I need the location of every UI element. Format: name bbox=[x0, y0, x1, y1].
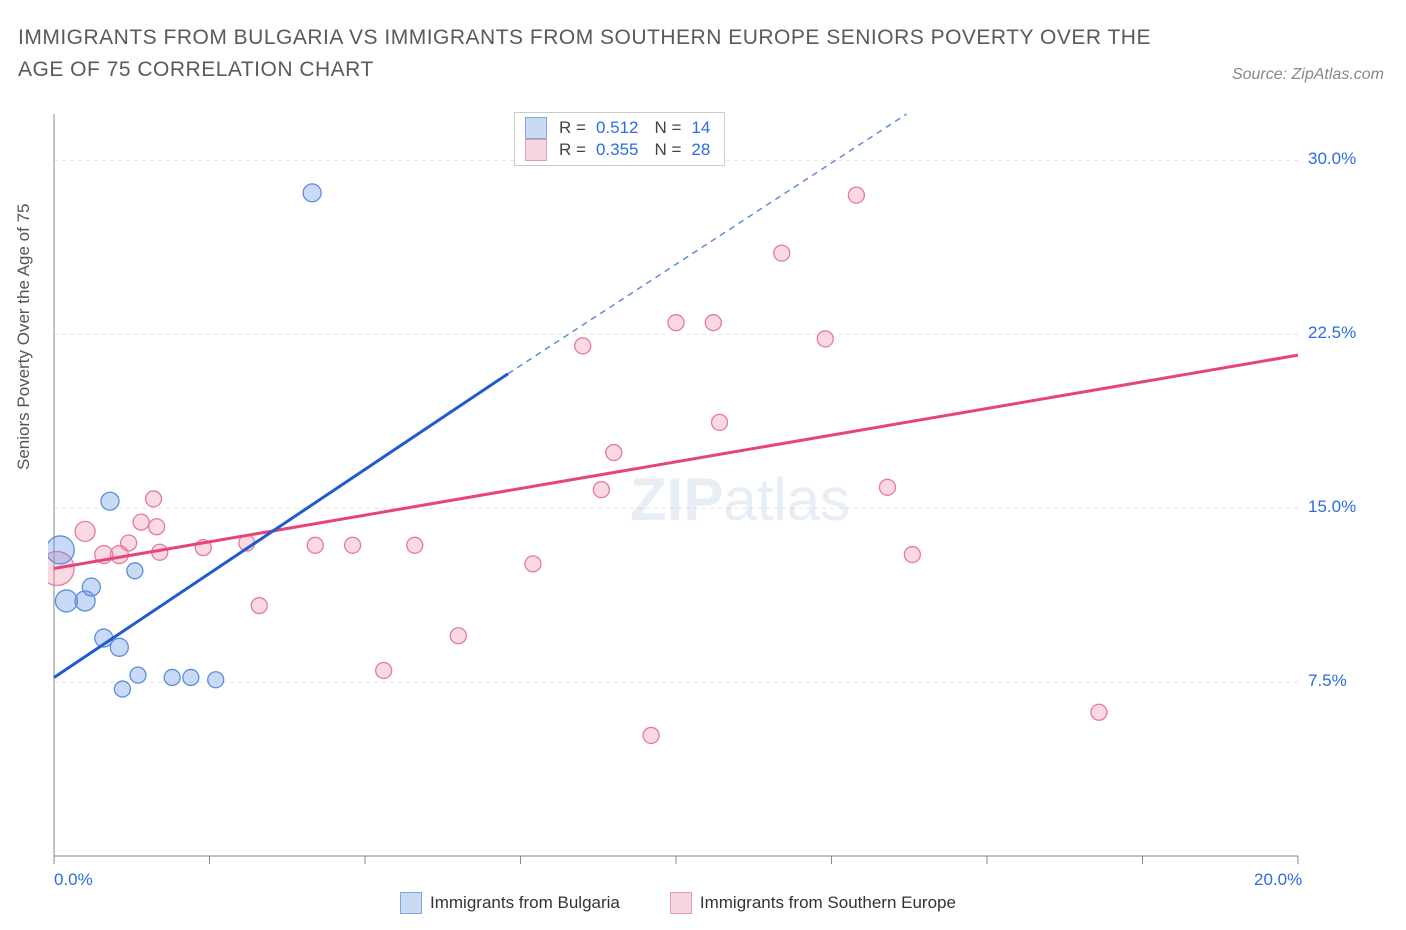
y-tick-label: 15.0% bbox=[1308, 497, 1356, 517]
r-label: R = bbox=[559, 140, 586, 160]
chart-header: IMMIGRANTS FROM BULGARIA VS IMMIGRANTS F… bbox=[18, 22, 1384, 85]
swatch-southern bbox=[670, 892, 692, 914]
chart-title: IMMIGRANTS FROM BULGARIA VS IMMIGRANTS F… bbox=[18, 22, 1158, 85]
swatch-bulgaria bbox=[400, 892, 422, 914]
r-value-bulgaria: 0.512 bbox=[596, 118, 639, 138]
n-value-bulgaria: 14 bbox=[691, 118, 710, 138]
n-label: N = bbox=[654, 118, 681, 138]
n-value-southern: 28 bbox=[691, 140, 710, 160]
stats-row-bulgaria: R = 0.512 N = 14 bbox=[525, 117, 714, 139]
x-tick-label: 20.0% bbox=[1254, 870, 1302, 890]
r-value-southern: 0.355 bbox=[596, 140, 639, 160]
n-label: N = bbox=[654, 140, 681, 160]
x-tick-label: 0.0% bbox=[54, 870, 93, 890]
legend-item-bulgaria: Immigrants from Bulgaria bbox=[400, 892, 620, 914]
r-label: R = bbox=[559, 118, 586, 138]
legend-label-southern: Immigrants from Southern Europe bbox=[700, 893, 956, 913]
swatch-southern bbox=[525, 139, 547, 161]
y-tick-label: 7.5% bbox=[1308, 671, 1347, 691]
y-tick-label: 30.0% bbox=[1308, 149, 1356, 169]
source-attribution: Source: ZipAtlas.com bbox=[1232, 66, 1384, 84]
chart-svg bbox=[48, 108, 1368, 876]
series-legend: Immigrants from Bulgaria Immigrants from… bbox=[400, 892, 956, 914]
legend-label-bulgaria: Immigrants from Bulgaria bbox=[430, 893, 620, 913]
y-tick-label: 22.5% bbox=[1308, 323, 1356, 343]
legend-item-southern: Immigrants from Southern Europe bbox=[670, 892, 956, 914]
swatch-bulgaria bbox=[525, 117, 547, 139]
stats-row-southern: R = 0.355 N = 28 bbox=[525, 139, 714, 161]
y-axis-label: Seniors Poverty Over the Age of 75 bbox=[14, 204, 34, 470]
stats-legend: R = 0.512 N = 14 R = 0.355 N = 28 bbox=[514, 112, 725, 166]
scatter-chart bbox=[48, 108, 1368, 876]
